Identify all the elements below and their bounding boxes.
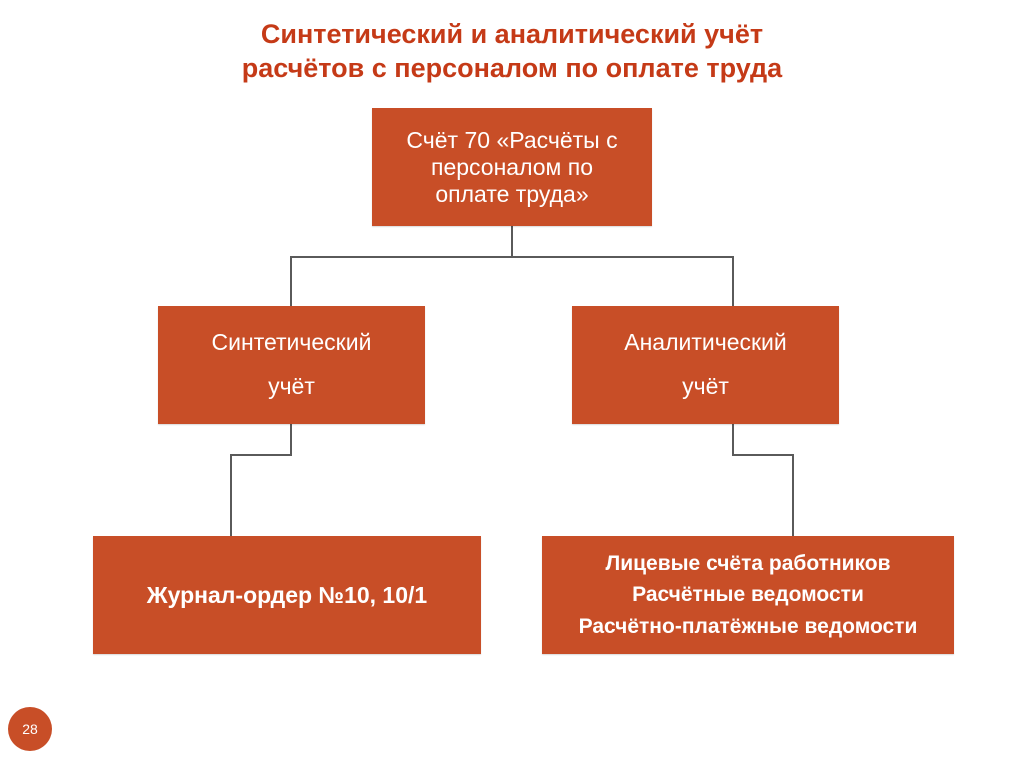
title-line-1: Синтетический и аналитический учёт [261,19,763,49]
connector-segment [290,256,292,306]
page-number-badge: 28 [8,707,52,751]
node-root: Счёт 70 «Расчёты с персоналом по оплате … [372,108,652,226]
title-line-2: расчётов с персоналом по оплате труда [242,53,782,83]
node-synthetic: Синтетический учёт [158,306,425,424]
connector-segment [511,226,513,256]
node-accounts: Лицевые счёта работников Расчётные ведом… [542,536,954,654]
connector-segment [290,424,292,454]
connector-segment [290,256,734,258]
connector-segment [732,256,734,306]
connector-segment [732,424,734,454]
node-journal: Журнал-ордер №10, 10/1 [93,536,481,654]
page-number: 28 [22,721,38,737]
connector-segment [732,454,794,456]
node-analytical: Аналитический учёт [572,306,839,424]
connector-segment [230,454,292,456]
connector-segment [230,454,232,536]
connector-segment [792,454,794,536]
slide-title: Синтетический и аналитический учёт расчё… [0,18,1024,86]
